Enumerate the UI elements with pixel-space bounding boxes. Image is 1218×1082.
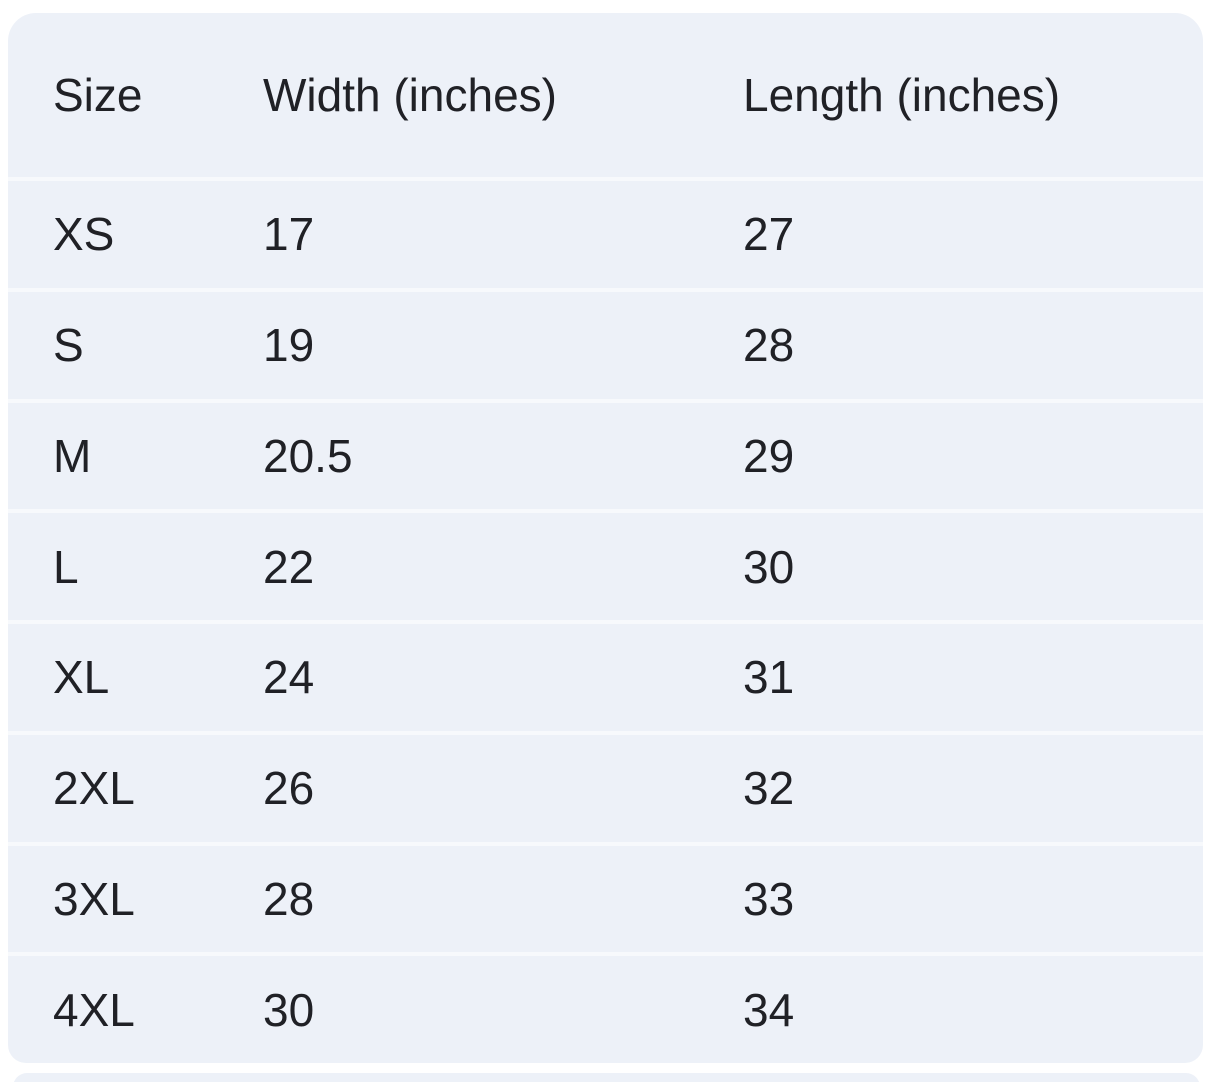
table-row: 3XL 28 33	[8, 841, 1203, 953]
table-row: 4XL 30 34	[8, 952, 1203, 1063]
length-cell: 31	[743, 651, 795, 704]
length-cell: 27	[743, 208, 795, 261]
table-body: XS 17 27 S 19 28 M 20.5 29 L 22 30	[8, 177, 1203, 1063]
column-header-width: Width (inches)	[263, 69, 557, 121]
size-chart-table: Size Width (inches) Length (inches) XS 1…	[8, 13, 1203, 1063]
column-header-length: Length (inches)	[743, 69, 1061, 121]
table-row: XL 24 31	[8, 620, 1203, 731]
width-cell: 22	[263, 540, 315, 593]
table-header-row: Size Width (inches) Length (inches)	[8, 13, 1203, 177]
column-header-size: Size	[53, 69, 143, 121]
length-cell: 29	[743, 429, 795, 482]
table-row: M 20.5 29	[8, 398, 1203, 510]
size-cell: 4XL	[53, 983, 135, 1036]
next-block-partial	[13, 1073, 1200, 1082]
width-cell: 20.5	[263, 429, 353, 482]
table-row: XS 17 27	[8, 177, 1203, 288]
size-cell: XL	[53, 651, 110, 704]
width-cell: 17	[263, 208, 315, 261]
size-cell: L	[53, 540, 79, 593]
table-row: 2XL 26 32	[8, 730, 1203, 842]
table-row: S 19 28	[8, 287, 1203, 399]
length-cell: 32	[743, 762, 795, 815]
width-cell: 30	[263, 983, 315, 1036]
length-cell: 34	[743, 983, 795, 1036]
size-cell: M	[53, 429, 92, 482]
size-cell: S	[53, 319, 84, 372]
length-cell: 30	[743, 540, 795, 593]
size-cell: XS	[53, 208, 115, 261]
size-cell: 3XL	[53, 872, 135, 925]
width-cell: 28	[263, 872, 315, 925]
size-cell: 2XL	[53, 762, 135, 815]
width-cell: 26	[263, 762, 315, 815]
table-row: L 22 30	[8, 509, 1203, 620]
length-cell: 33	[743, 872, 795, 925]
width-cell: 24	[263, 651, 315, 704]
width-cell: 19	[263, 319, 315, 372]
length-cell: 28	[743, 319, 795, 372]
